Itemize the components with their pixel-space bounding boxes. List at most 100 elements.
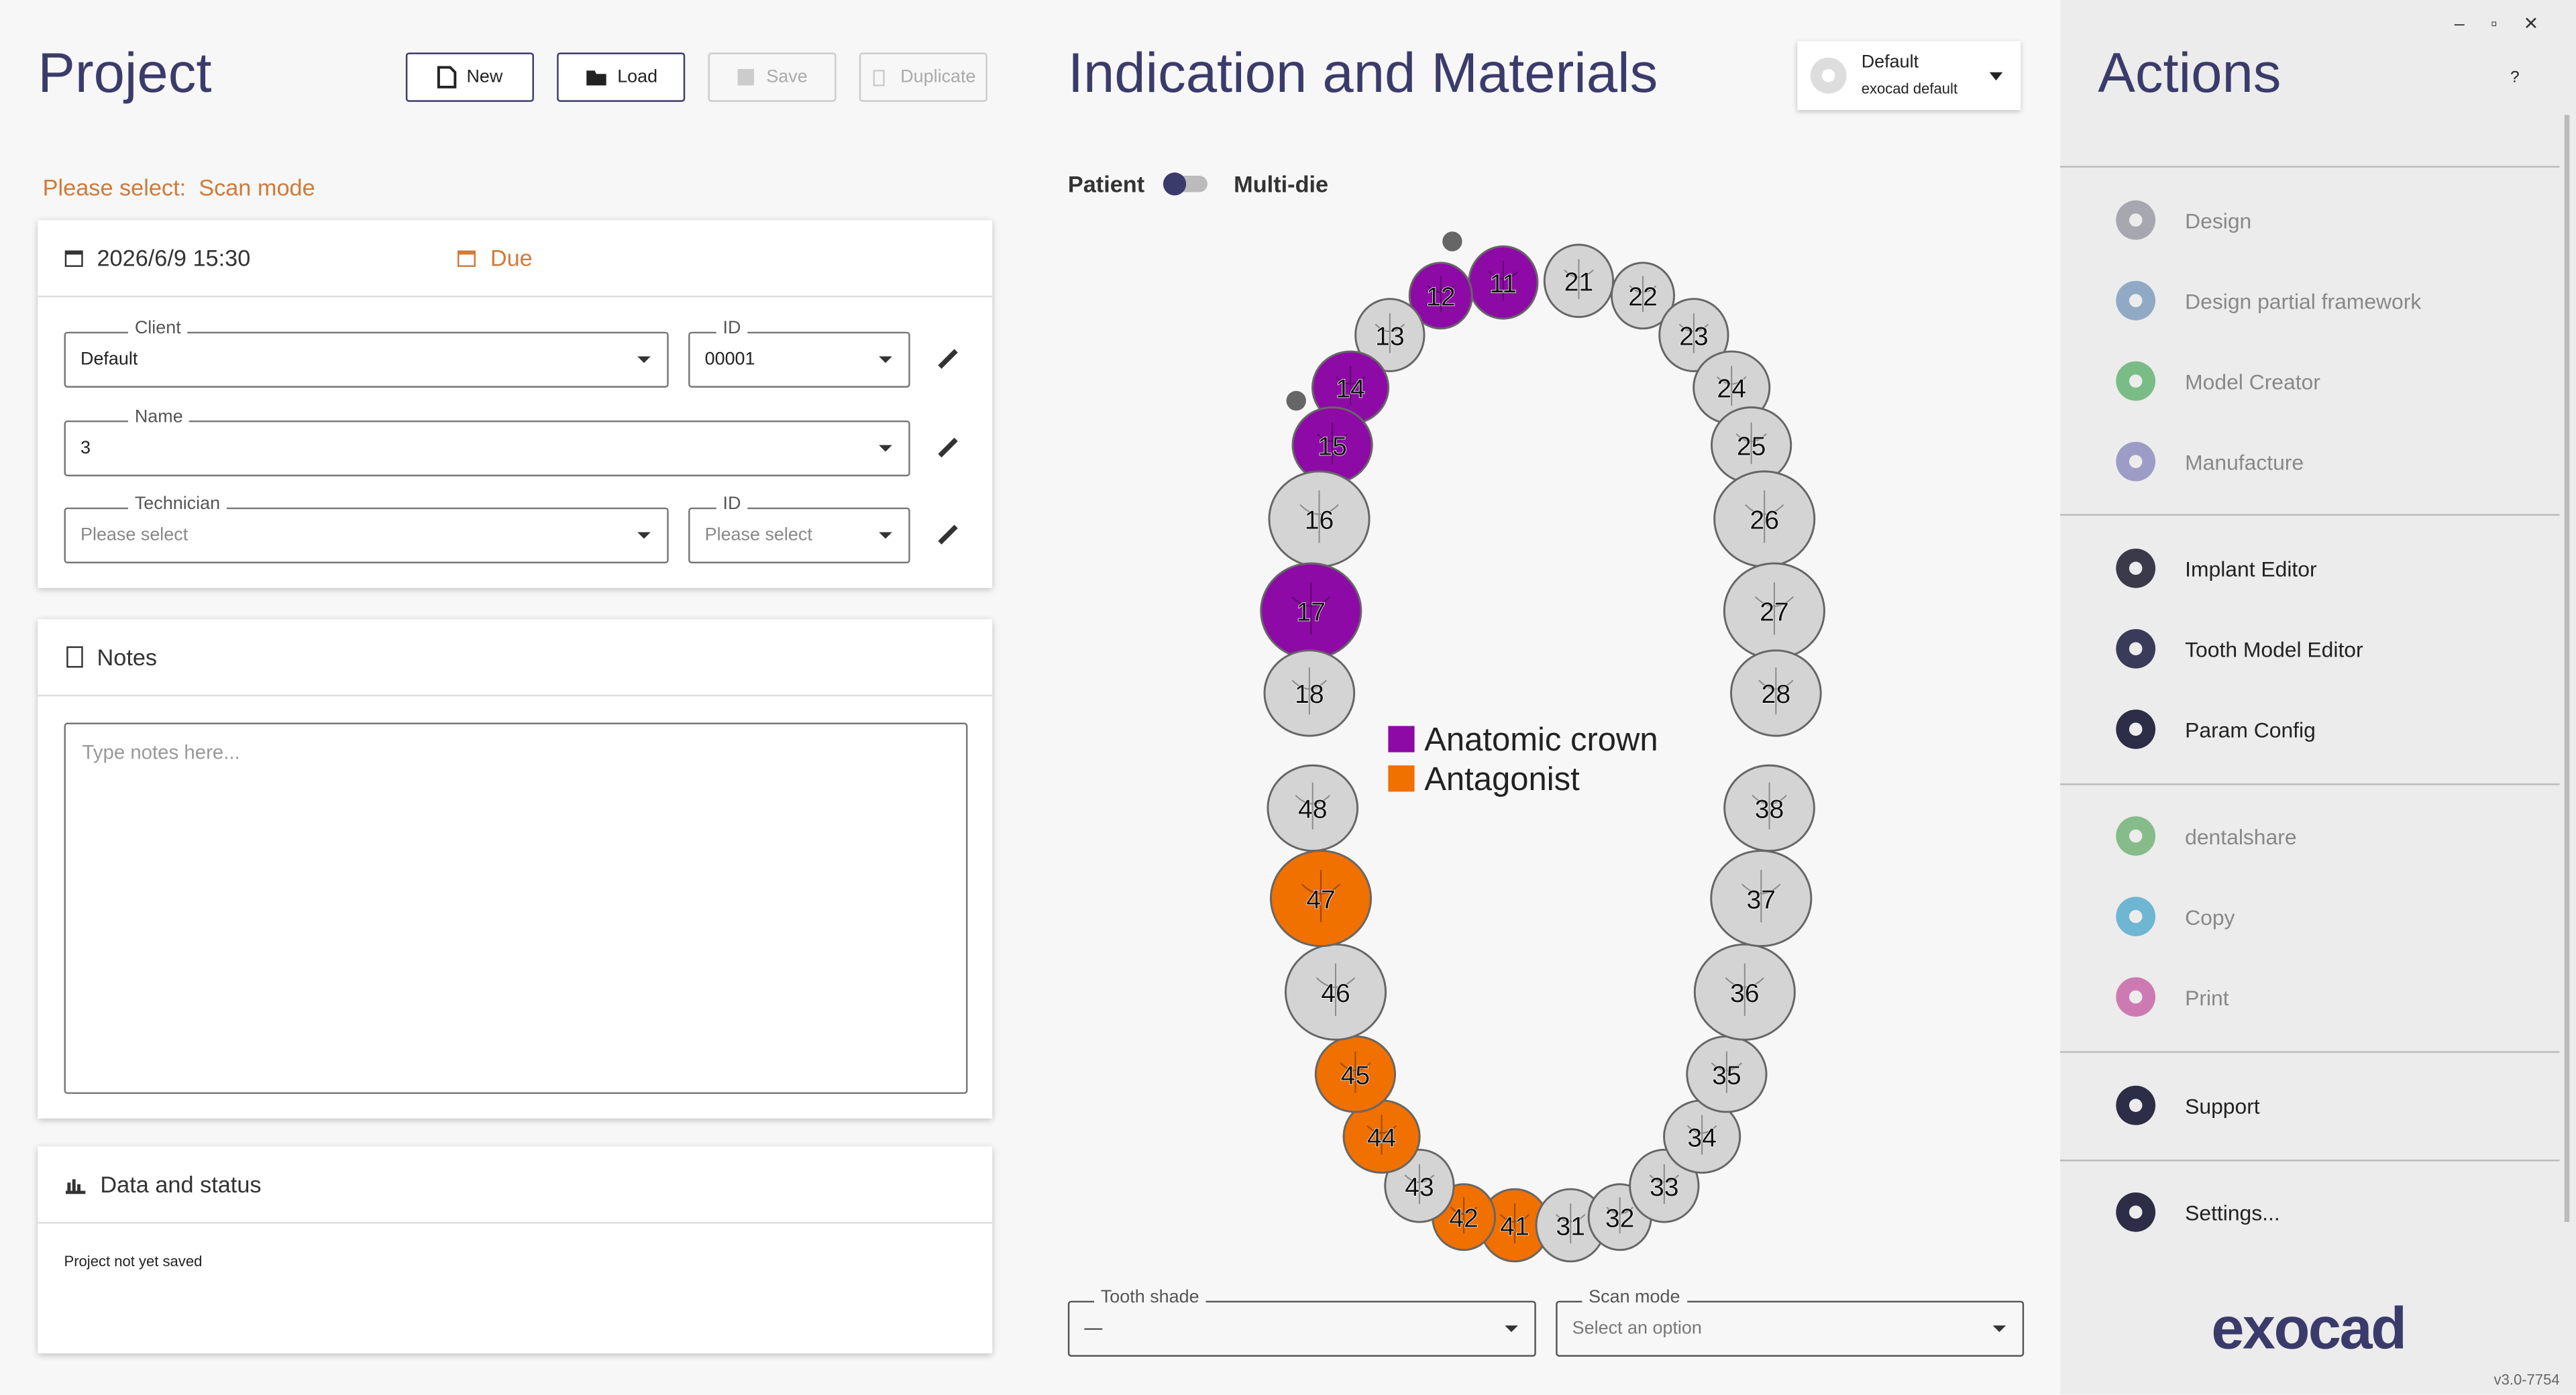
action-item[interactable]: Model Creator xyxy=(2109,356,2320,405)
field-value: — xyxy=(1084,1319,1103,1339)
tooth-number: 34 xyxy=(1687,1123,1717,1152)
tooth-fissure xyxy=(1488,260,1519,301)
technician-field[interactable]: Technician Please select xyxy=(64,494,669,564)
tooth[interactable]: 16 xyxy=(1268,470,1371,568)
tooth[interactable]: 24 xyxy=(1693,350,1771,425)
tooth[interactable]: 27 xyxy=(1723,562,1825,660)
action-item[interactable]: Settings... xyxy=(2109,1188,2280,1237)
action-item[interactable]: Param Config xyxy=(2109,705,2316,754)
icon xyxy=(586,70,606,86)
action-item[interactable]: Design xyxy=(2109,195,2251,244)
separator xyxy=(2060,783,2560,785)
icon xyxy=(437,66,457,89)
preset-icon xyxy=(1810,57,1847,94)
action-item[interactable]: Implant Editor xyxy=(2109,544,2317,593)
tooth[interactable]: 11 xyxy=(1468,245,1539,320)
tooth-number: 11 xyxy=(1489,270,1517,298)
client-field[interactable]: Client Default xyxy=(64,319,669,388)
date: 2026/6/9 15:30 xyxy=(97,244,251,272)
tooth[interactable]: 13 xyxy=(1354,298,1426,372)
action-item[interactable]: Print xyxy=(2109,972,2229,1021)
tooth[interactable]: 28 xyxy=(1730,649,1822,737)
tooth[interactable]: 21 xyxy=(1543,243,1615,319)
tooth-number: 24 xyxy=(1717,375,1746,404)
tooth[interactable]: 35 xyxy=(1686,1035,1768,1113)
technician-id-field[interactable]: ID Please select xyxy=(688,494,910,564)
placeholder: Type notes here... xyxy=(82,740,240,764)
tooth[interactable]: 18 xyxy=(1263,649,1356,737)
tooth-fissure xyxy=(1716,366,1747,406)
status-card: Data and status Project not yet saved xyxy=(38,1146,993,1353)
field-label: Technician xyxy=(128,494,227,514)
tooth[interactable]: 12 xyxy=(1408,262,1473,330)
status-title: Data and status xyxy=(100,1171,262,1198)
date-row: 2026/6/9 15:30 Due xyxy=(38,220,993,298)
tooth-fissure xyxy=(1295,782,1330,830)
icon-hole xyxy=(2129,1099,2143,1112)
shade-field[interactable]: Tooth shade — xyxy=(1067,1288,1536,1357)
tooth-fissure xyxy=(1316,422,1348,464)
field-value: 00001 xyxy=(704,349,755,370)
name-field[interactable]: Name 3 xyxy=(64,407,910,477)
save-button[interactable]: Save xyxy=(708,52,837,102)
scrollbar[interactable] xyxy=(2564,115,2570,1223)
tooth[interactable]: 47 xyxy=(1269,850,1373,948)
toggle[interactable] xyxy=(1163,172,1208,196)
tooth[interactable]: 46 xyxy=(1284,943,1387,1041)
duplicate-button[interactable]: Duplicate xyxy=(859,52,987,102)
tooth[interactable]: 25 xyxy=(1711,406,1792,484)
tooth-number: 42 xyxy=(1449,1204,1479,1233)
tooth[interactable]: 37 xyxy=(1710,850,1813,948)
tooth[interactable]: 34 xyxy=(1663,1099,1741,1174)
window-controls[interactable]: –▫✕ xyxy=(2454,15,2565,35)
field-label: Client xyxy=(128,319,188,339)
action-icon xyxy=(2116,897,2156,936)
tooth[interactable]: 17 xyxy=(1260,562,1362,660)
tooth-number: 48 xyxy=(1298,795,1328,824)
action-item[interactable]: Tooth Model Editor xyxy=(2109,624,2363,673)
client-id-field[interactable]: ID 00001 xyxy=(688,319,910,388)
actions-title: Actions xyxy=(2098,42,2282,105)
tooth[interactable]: 48 xyxy=(1267,764,1359,852)
action-icon xyxy=(2116,977,2156,1017)
tooth[interactable]: 22 xyxy=(1610,262,1675,330)
new-button[interactable]: New xyxy=(405,52,534,102)
action-item[interactable]: dentalshare xyxy=(2109,812,2297,860)
action-item[interactable]: Copy xyxy=(2109,892,2235,941)
scan-field[interactable]: Scan mode Select an option xyxy=(1556,1288,2025,1357)
preset-sub: exocad default xyxy=(1861,80,1958,97)
tooth-number: 43 xyxy=(1405,1173,1434,1202)
icon xyxy=(873,70,885,87)
action-icon xyxy=(2116,441,2156,482)
tooth[interactable]: 14 xyxy=(1311,350,1390,425)
action-label: Design partial framework xyxy=(2185,288,2422,313)
due: Due xyxy=(490,244,533,272)
notes-input[interactable]: Type notes here... xyxy=(64,722,968,1095)
notes-card: Notes Type notes here... xyxy=(38,619,993,1119)
tooth-fissure xyxy=(1741,869,1781,923)
label: Save xyxy=(766,67,808,87)
action-item[interactable]: Manufacture xyxy=(2109,437,2304,486)
tooth-number: 47 xyxy=(1306,885,1336,914)
icon-hole xyxy=(2129,455,2143,468)
load-button[interactable]: Load xyxy=(557,52,686,102)
tooth[interactable]: 36 xyxy=(1693,943,1796,1041)
status-text: Project not yet saved xyxy=(64,1253,203,1270)
tooth[interactable]: 23 xyxy=(1658,298,1729,372)
action-label: Settings... xyxy=(2185,1199,2280,1225)
action-item[interactable]: Support xyxy=(2109,1080,2260,1129)
tooth[interactable]: 45 xyxy=(1314,1035,1397,1113)
tooth[interactable]: 15 xyxy=(1291,406,1373,484)
action-item[interactable]: Design partial framework xyxy=(2109,276,2421,325)
toggle-left: Patient xyxy=(1067,170,1145,197)
help[interactable]: ? xyxy=(2510,68,2520,87)
action-icon xyxy=(2116,200,2156,240)
tooth-number: 25 xyxy=(1737,432,1766,461)
tooth[interactable]: 26 xyxy=(1713,470,1816,568)
tooth[interactable]: 38 xyxy=(1723,764,1815,852)
tooth[interactable]: 44 xyxy=(1342,1099,1421,1174)
preset-select[interactable]: Default exocad default xyxy=(1797,41,2021,111)
action-label: Model Creator xyxy=(2185,368,2320,394)
